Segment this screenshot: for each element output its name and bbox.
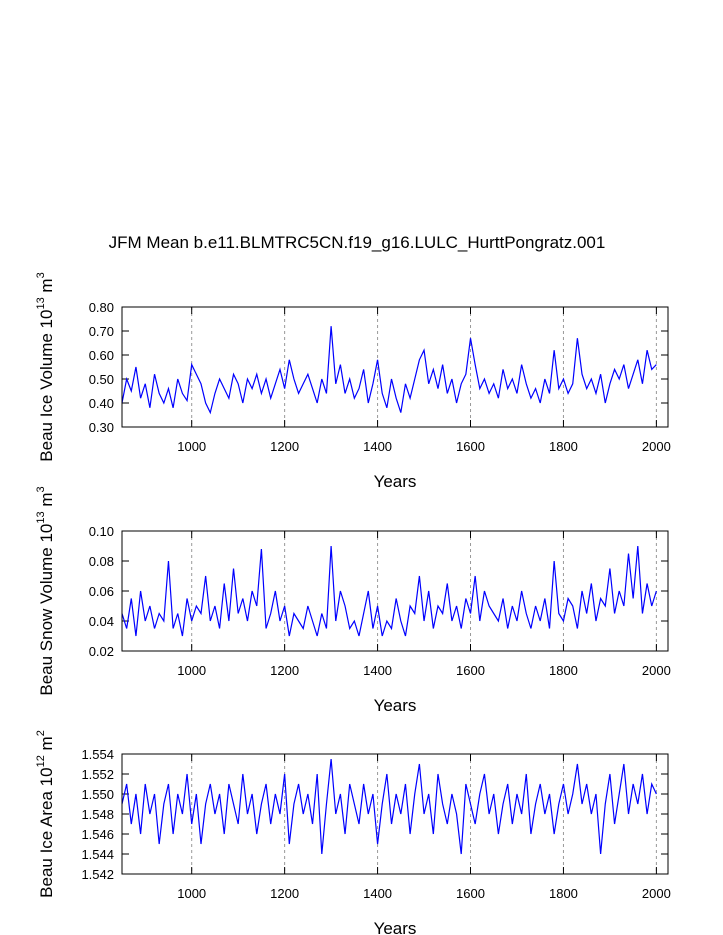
label-text: Beau Ice Area 10	[37, 767, 56, 897]
superscript: 13	[35, 297, 47, 309]
data-line	[121, 758, 657, 855]
x-tick-label: 1800	[549, 439, 578, 454]
plot-frame	[121, 530, 669, 652]
y-tick-label: 0.04	[89, 614, 114, 629]
label-text: Beau Ice Volume 10	[37, 310, 56, 462]
x-tick-label: 1000	[177, 663, 206, 678]
x-tick-label: 1600	[456, 439, 485, 454]
x-tick-label: 1000	[177, 886, 206, 901]
y-tick-label: 0.10	[89, 524, 114, 539]
label-text: m	[37, 492, 56, 511]
y-tick-label: 1.544	[81, 847, 114, 862]
plot-frame	[121, 306, 669, 428]
x-tick-label: 1200	[270, 439, 299, 454]
superscript: 3	[35, 486, 47, 492]
y-axis-label: Beau Ice Area 1012 m2	[35, 730, 56, 898]
x-tick-label: 1800	[549, 663, 578, 678]
y-tick-label: 1.542	[81, 867, 114, 882]
y-tick-label: 0.30	[89, 420, 114, 435]
label-text: Beau Snow Volume 10	[37, 524, 56, 696]
y-tick-label: 0.02	[89, 644, 114, 659]
data-line	[121, 326, 657, 415]
y-tick-label: 1.552	[81, 767, 114, 782]
plot-frame	[121, 753, 669, 875]
label-text: m	[37, 278, 56, 297]
y-tick-label: 0.70	[89, 324, 114, 339]
y-tick-label: 0.40	[89, 396, 114, 411]
x-tick-label: 2000	[642, 663, 671, 678]
y-tick-label: 1.546	[81, 827, 114, 842]
x-axis-label: Years	[374, 919, 417, 935]
superscript: 12	[35, 755, 47, 767]
x-tick-label: 1800	[549, 886, 578, 901]
chart-title: JFM Mean b.e11.BLMTRC5CN.f19_g16.LULC_Hu…	[109, 233, 606, 252]
superscript: 2	[35, 730, 47, 736]
y-axis-label: Beau Snow Volume 1013 m3	[35, 486, 56, 695]
x-tick-label: 1400	[363, 439, 392, 454]
x-tick-label: 2000	[642, 439, 671, 454]
y-tick-label: 0.80	[89, 300, 114, 315]
label-text: m	[37, 736, 56, 755]
x-tick-label: 1200	[270, 886, 299, 901]
y-tick-label: 0.08	[89, 554, 114, 569]
x-tick-label: 1600	[456, 663, 485, 678]
y-tick-label: 0.06	[89, 584, 114, 599]
y-tick-label: 0.50	[89, 372, 114, 387]
superscript: 13	[35, 511, 47, 523]
x-tick-label: 1200	[270, 663, 299, 678]
x-tick-label: 1400	[363, 886, 392, 901]
x-tick-label: 2000	[642, 886, 671, 901]
y-tick-label: 0.60	[89, 348, 114, 363]
x-tick-label: 1000	[177, 439, 206, 454]
y-tick-label: 1.554	[81, 747, 114, 762]
data-line	[121, 545, 657, 637]
x-tick-label: 1400	[363, 663, 392, 678]
y-axis-label: Beau Ice Volume 1013 m3	[35, 272, 56, 461]
x-axis-label: Years	[374, 472, 417, 491]
y-tick-label: 1.550	[81, 787, 114, 802]
x-axis-label: Years	[374, 696, 417, 715]
x-tick-label: 1600	[456, 886, 485, 901]
superscript: 3	[35, 272, 47, 278]
y-tick-label: 1.548	[81, 807, 114, 822]
